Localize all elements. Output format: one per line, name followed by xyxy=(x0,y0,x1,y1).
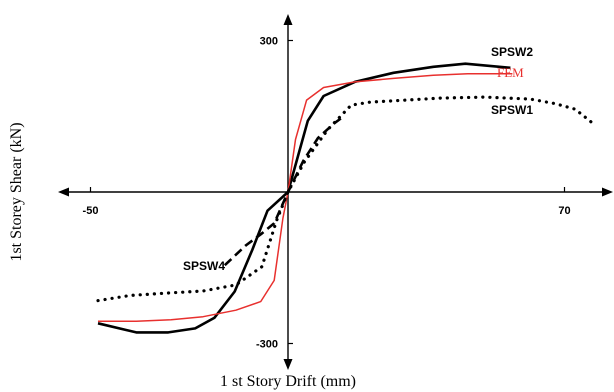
series-labels: SPSW2 FEM SPSW1 SPSW4 xyxy=(183,45,533,273)
x-axis-left-arrow xyxy=(58,187,69,197)
y-axis-top-arrow xyxy=(283,14,293,25)
tick-labels: -50 70 300 -300 xyxy=(83,36,571,351)
label-spsw4: SPSW4 xyxy=(183,259,225,273)
label-spsw1: SPSW1 xyxy=(491,103,533,117)
series-line-fem xyxy=(98,73,513,323)
y-tick-label: 300 xyxy=(260,36,278,48)
x-tick-label: 70 xyxy=(558,205,570,217)
label-fem: FEM xyxy=(497,65,524,80)
x-axis-title: 1 st Story Drift (mm) xyxy=(220,373,356,390)
y-axis-title: 1st Storey Shear (kN) xyxy=(8,122,25,261)
series-line-spsw1 xyxy=(96,95,594,303)
y-axis-bottom-arrow xyxy=(283,359,293,370)
series-line-spsw4 xyxy=(223,116,344,267)
x-axis-right-arrow xyxy=(602,187,613,197)
series-lines xyxy=(96,62,594,334)
label-spsw2: SPSW2 xyxy=(491,45,533,59)
y-tick-label: -300 xyxy=(256,339,278,351)
series-line-spsw2 xyxy=(97,62,511,334)
axes xyxy=(58,14,613,370)
x-tick-label: -50 xyxy=(83,205,99,217)
